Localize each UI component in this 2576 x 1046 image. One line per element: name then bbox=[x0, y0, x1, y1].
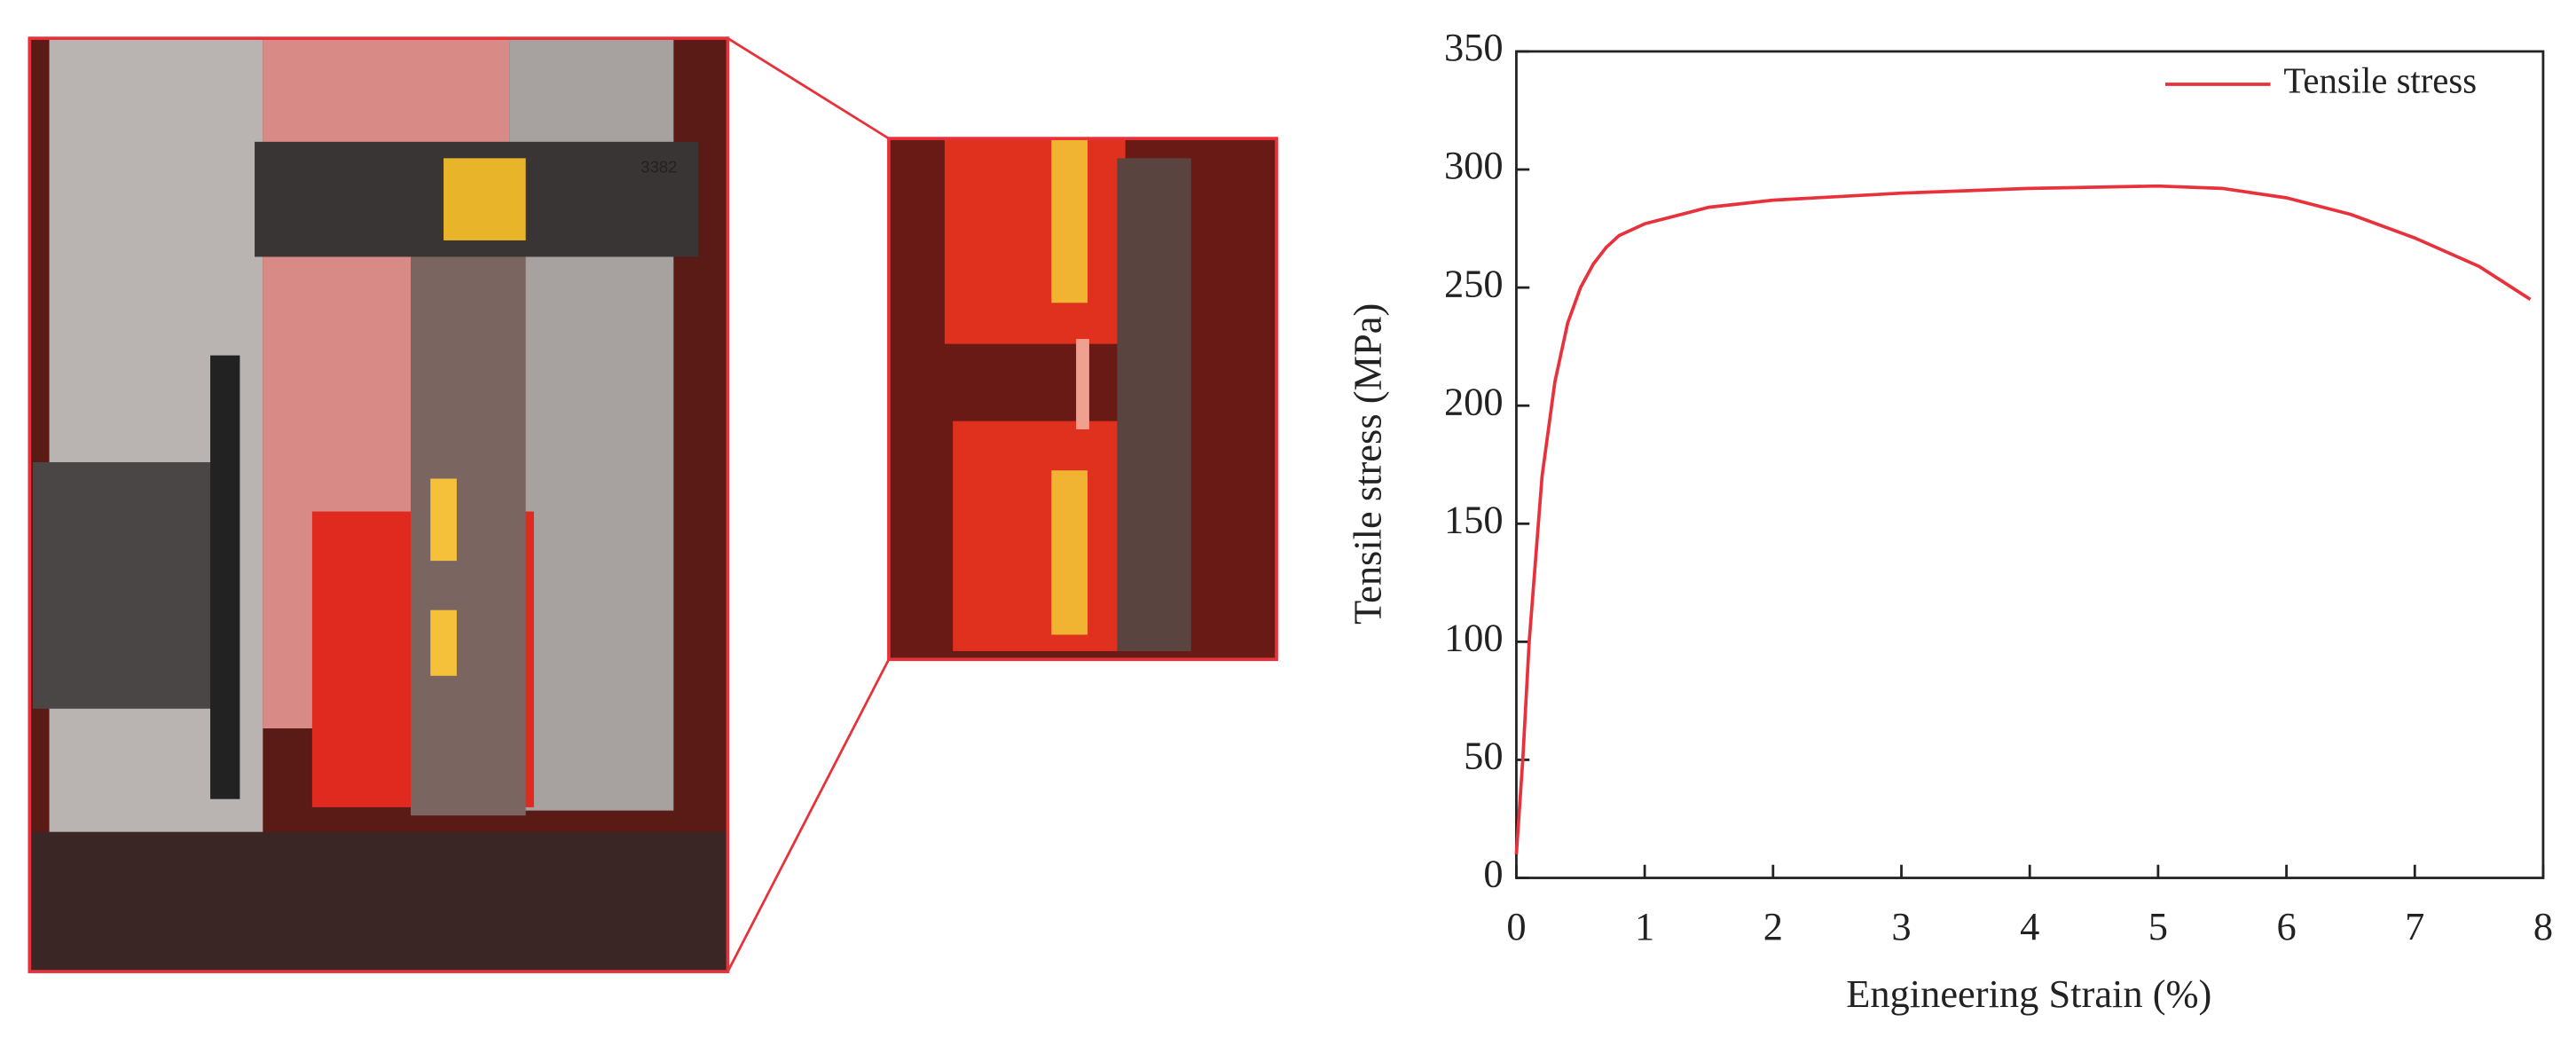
x-tick-label: 2 bbox=[1763, 904, 1783, 948]
y-tick-label: 200 bbox=[1444, 379, 1504, 423]
glow bbox=[430, 610, 457, 676]
y-axis-label: Tensile stress (MPa) bbox=[1346, 303, 1390, 625]
y-tick-label: 350 bbox=[1444, 25, 1504, 69]
base bbox=[29, 831, 728, 972]
x-tick-label: 8 bbox=[2533, 904, 2553, 948]
y-tick-label: 150 bbox=[1444, 497, 1504, 541]
sign bbox=[444, 158, 526, 240]
grip-side bbox=[1117, 158, 1191, 651]
x-tick-label: 6 bbox=[2276, 904, 2296, 948]
y-tick-label: 0 bbox=[1483, 852, 1503, 896]
zoom-frame bbox=[887, 137, 1278, 662]
zoom-connector bbox=[726, 36, 890, 140]
lower-grip bbox=[953, 421, 1134, 651]
zoom-connector bbox=[726, 658, 891, 972]
specimen bbox=[1076, 339, 1089, 429]
x-tick-label: 4 bbox=[2020, 904, 2039, 948]
photo: 3382 bbox=[27, 36, 1278, 973]
y-tick-label: 300 bbox=[1444, 143, 1504, 187]
plot-frame bbox=[1515, 50, 2545, 879]
x-tick-label: 1 bbox=[1635, 904, 1654, 948]
x-tick-label: 7 bbox=[2405, 904, 2424, 948]
y-tick-label: 100 bbox=[1444, 616, 1504, 660]
y-tick-label: 50 bbox=[1464, 734, 1503, 778]
data-line bbox=[1514, 184, 2532, 855]
scale-bar bbox=[210, 355, 240, 799]
machine-label: 3382 bbox=[640, 157, 677, 176]
glow bbox=[1051, 138, 1088, 303]
legend-label: Tensile stress bbox=[2283, 60, 2477, 100]
x-axis-label: Engineering Strain (%) bbox=[1846, 971, 2211, 1016]
glow bbox=[1051, 470, 1088, 635]
x-tick-label: 5 bbox=[2148, 904, 2168, 948]
glow bbox=[430, 478, 457, 562]
x-tick-label: 0 bbox=[1506, 904, 1526, 948]
chart: Engineering Strain (%) Tensile stress (M… bbox=[1346, 25, 2553, 1016]
x-tick-label: 3 bbox=[1891, 904, 1911, 948]
camera bbox=[33, 461, 214, 709]
y-tick-label: 250 bbox=[1444, 261, 1504, 305]
grips bbox=[411, 256, 526, 816]
photo-frame bbox=[27, 36, 730, 973]
upper-grip bbox=[944, 138, 1126, 344]
